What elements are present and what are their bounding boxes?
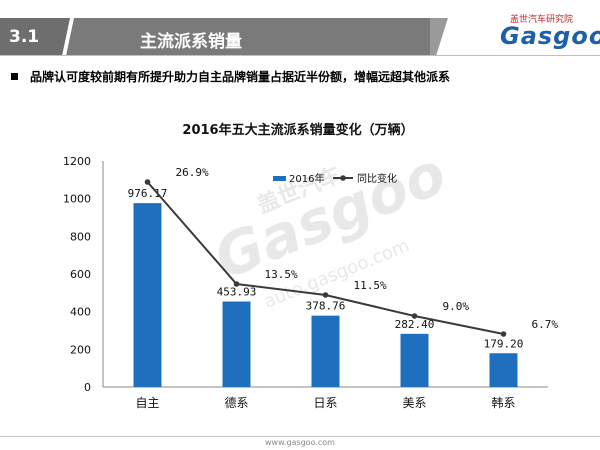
footer-divider xyxy=(0,436,600,437)
bar-data-label: 179.20 xyxy=(484,337,524,350)
header-divider xyxy=(0,55,600,56)
section-number: 3.1 xyxy=(9,27,40,47)
x-tick-label: 自主 xyxy=(135,396,159,410)
y-tick-label: 600 xyxy=(70,268,91,281)
line-marker xyxy=(144,179,151,185)
y-tick-labels: 0 200 400 600 800 1000 1200 xyxy=(63,155,91,394)
header-banner xyxy=(0,18,448,56)
legend-line-label: 同比变化 xyxy=(357,172,397,185)
line-series: 26.9% 13.5% 11.5% 9.0% 6.7% xyxy=(144,166,559,337)
y-tick-label: 200 xyxy=(70,343,91,356)
y-tick-label: 800 xyxy=(70,230,91,243)
legend-bar-label: 2016年 xyxy=(289,172,324,185)
y-tick-label: 1000 xyxy=(63,193,91,206)
y-tick-label: 400 xyxy=(70,306,91,319)
logo-subtitle: 盖世汽车研究院 xyxy=(510,15,574,25)
line-data-label: 13.5% xyxy=(265,268,298,281)
line-marker xyxy=(322,292,329,298)
bar-data-label: 976.17 xyxy=(128,187,168,200)
sales-chart: Gasgoo 盖世汽车 auto.gasgoo.com 2016年五大主流派系销… xyxy=(63,122,559,410)
line-marker xyxy=(411,313,418,319)
bar xyxy=(133,203,162,387)
x-tick-label: 美系 xyxy=(402,396,426,410)
bar xyxy=(489,353,518,387)
bar-series: 976.17 453.93 378.76 282.40 179.20 xyxy=(128,187,524,387)
x-tick-label: 德系 xyxy=(224,395,248,410)
legend-line-marker xyxy=(340,175,346,181)
bullet-square-icon xyxy=(11,73,18,80)
header: 3.1 主流派系销量 盖世汽车研究院 Gasgoo xyxy=(0,0,600,56)
bullet-text: 品牌认可度较前期有所提升助力自主品牌销量占据近半份额，增幅远超其他派系 xyxy=(30,70,451,84)
bar xyxy=(311,315,340,387)
line-data-label: 11.5% xyxy=(354,279,387,292)
x-tick-labels: 自主 德系 日系 美系 韩系 xyxy=(135,395,515,410)
bar xyxy=(400,333,429,387)
x-tick-label: 日系 xyxy=(313,396,337,410)
section-title: 主流派系销量 xyxy=(140,32,242,52)
line-data-label: 9.0% xyxy=(443,300,470,313)
bar-data-label: 282.40 xyxy=(395,318,435,331)
bar-data-label: 453.93 xyxy=(217,286,257,299)
chart-title: 2016年五大主流派系销量变化（万辆） xyxy=(182,122,413,138)
bar-data-label: 378.76 xyxy=(306,300,346,313)
bullet-point: 品牌认可度较前期有所提升助力自主品牌销量占据近半份额，增幅远超其他派系 xyxy=(11,68,450,85)
y-tick-label: 0 xyxy=(84,381,91,394)
line-data-label: 26.9% xyxy=(176,166,209,179)
legend-bar-swatch xyxy=(273,176,286,181)
line-data-label: 6.7% xyxy=(532,318,559,331)
x-tick-label: 韩系 xyxy=(491,395,515,410)
bar xyxy=(222,301,251,387)
y-tick-label: 1200 xyxy=(63,155,91,168)
gasgoo-logo: Gasgoo xyxy=(500,22,600,50)
line-marker xyxy=(500,331,507,337)
footer-url: www.gasgoo.com xyxy=(265,438,335,447)
line-marker xyxy=(233,281,240,287)
legend: 2016年 同比变化 xyxy=(273,172,397,185)
